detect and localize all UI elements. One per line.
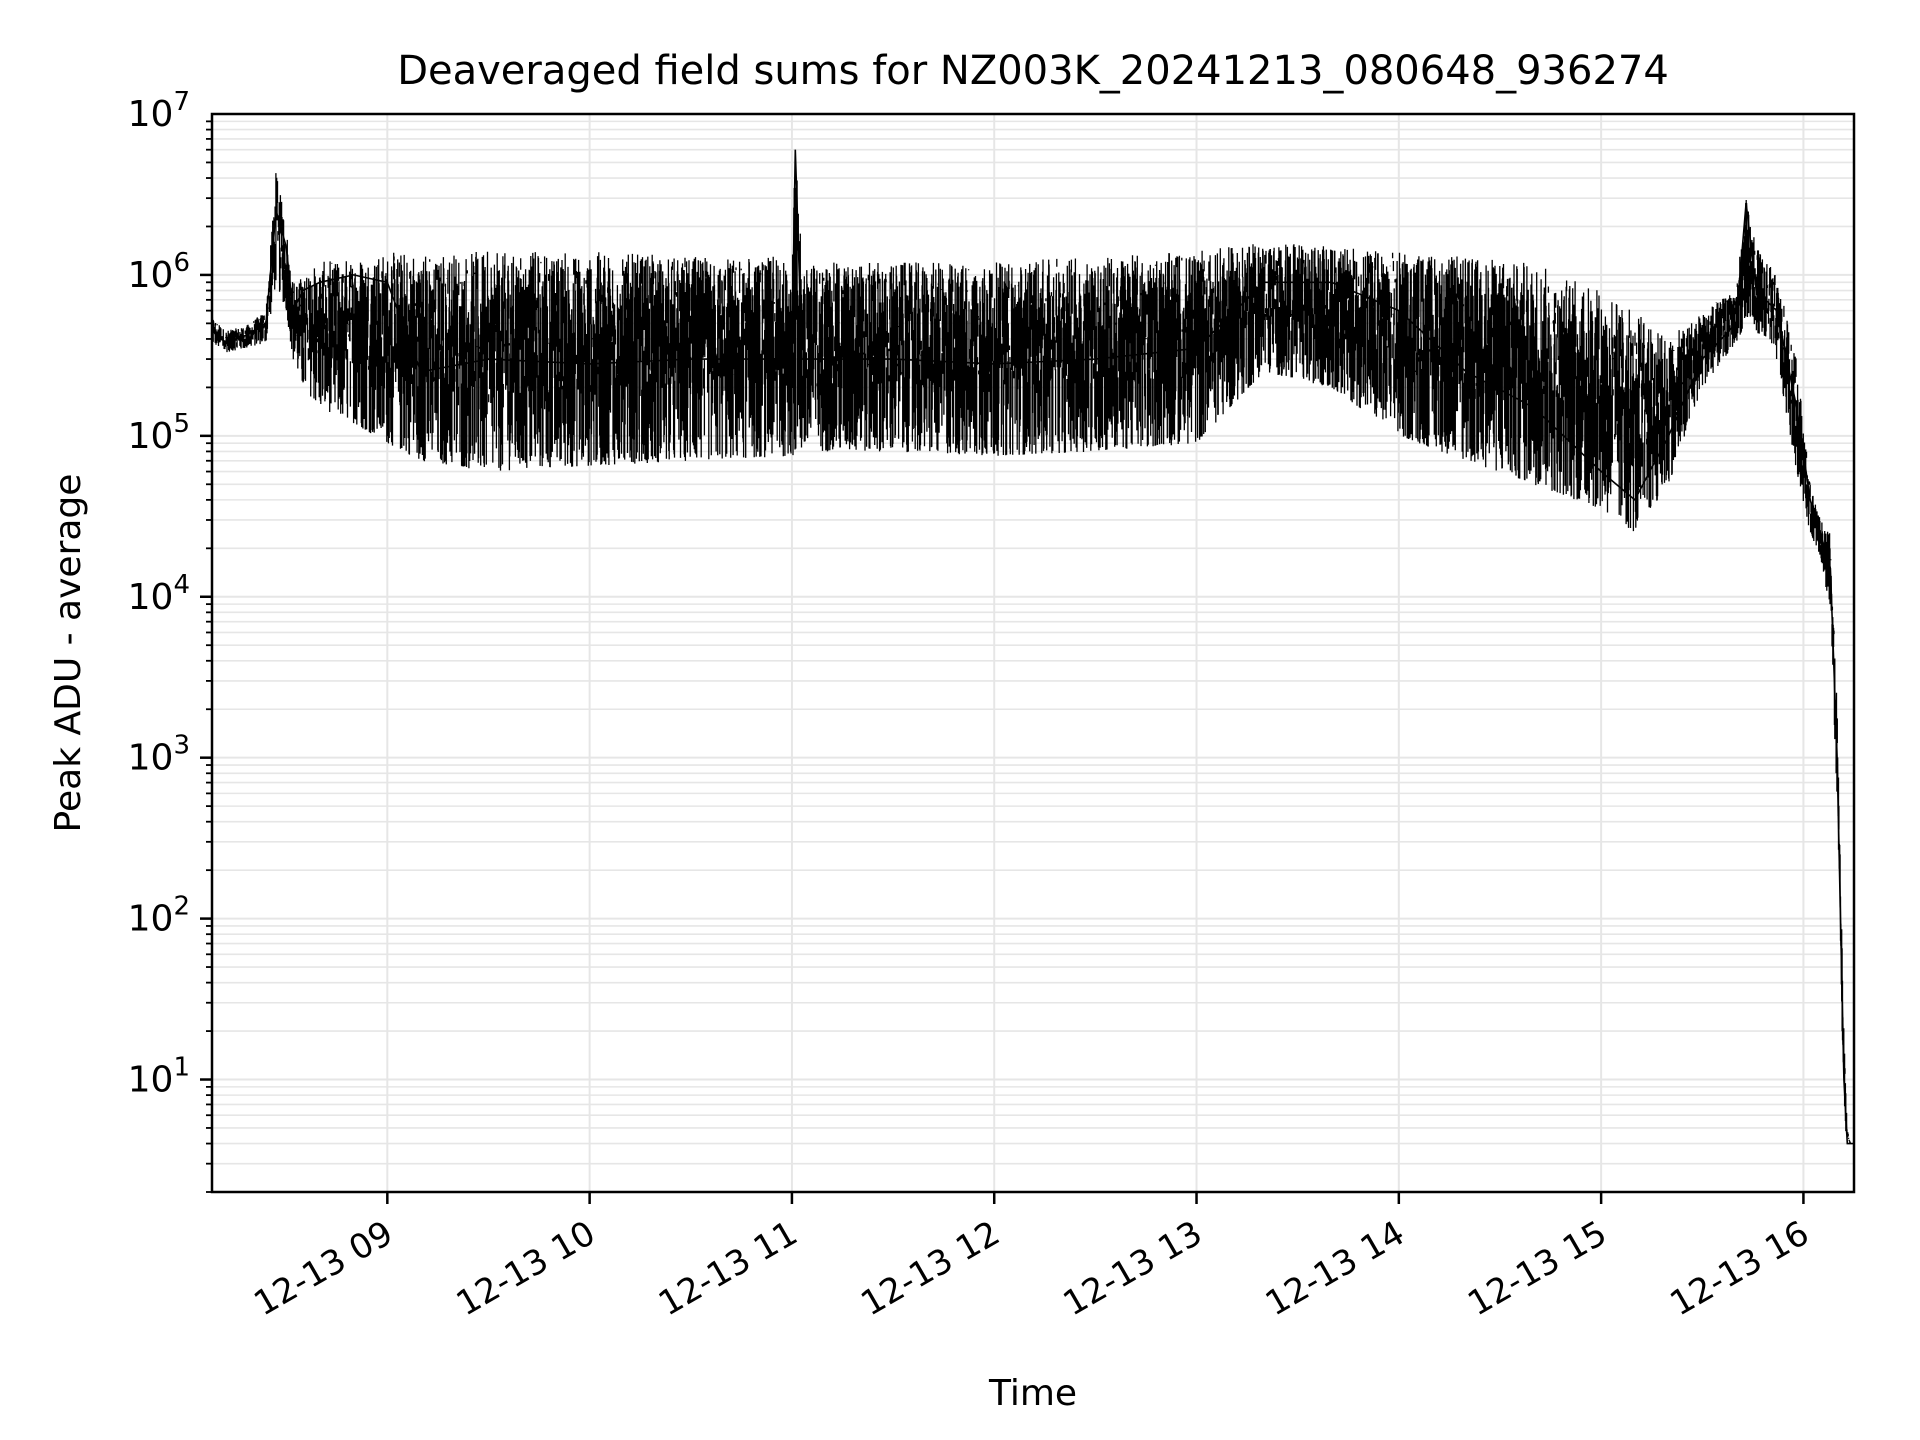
y-tick-label: 103 bbox=[128, 731, 190, 779]
y-tick-label: 107 bbox=[128, 87, 190, 135]
series-line bbox=[211, 149, 1854, 1145]
y-axis-label: Peak ADU - average bbox=[48, 474, 89, 833]
y-axis-ticks: 101 102 103 104 105 106 107 bbox=[128, 87, 212, 1193]
y-tick-label: 101 bbox=[128, 1053, 190, 1101]
y-tick-label: 105 bbox=[128, 409, 190, 457]
x-axis-label: Time bbox=[988, 1373, 1077, 1414]
plot-frame bbox=[210, 112, 1856, 1194]
y-tick-label: 102 bbox=[128, 892, 190, 940]
y-tick-label: 104 bbox=[128, 570, 190, 618]
chart-title: Deaveraged field sums for NZ003K_2024121… bbox=[397, 48, 1669, 94]
series-lines bbox=[211, 149, 1854, 1145]
y-tick-label: 106 bbox=[128, 248, 190, 296]
